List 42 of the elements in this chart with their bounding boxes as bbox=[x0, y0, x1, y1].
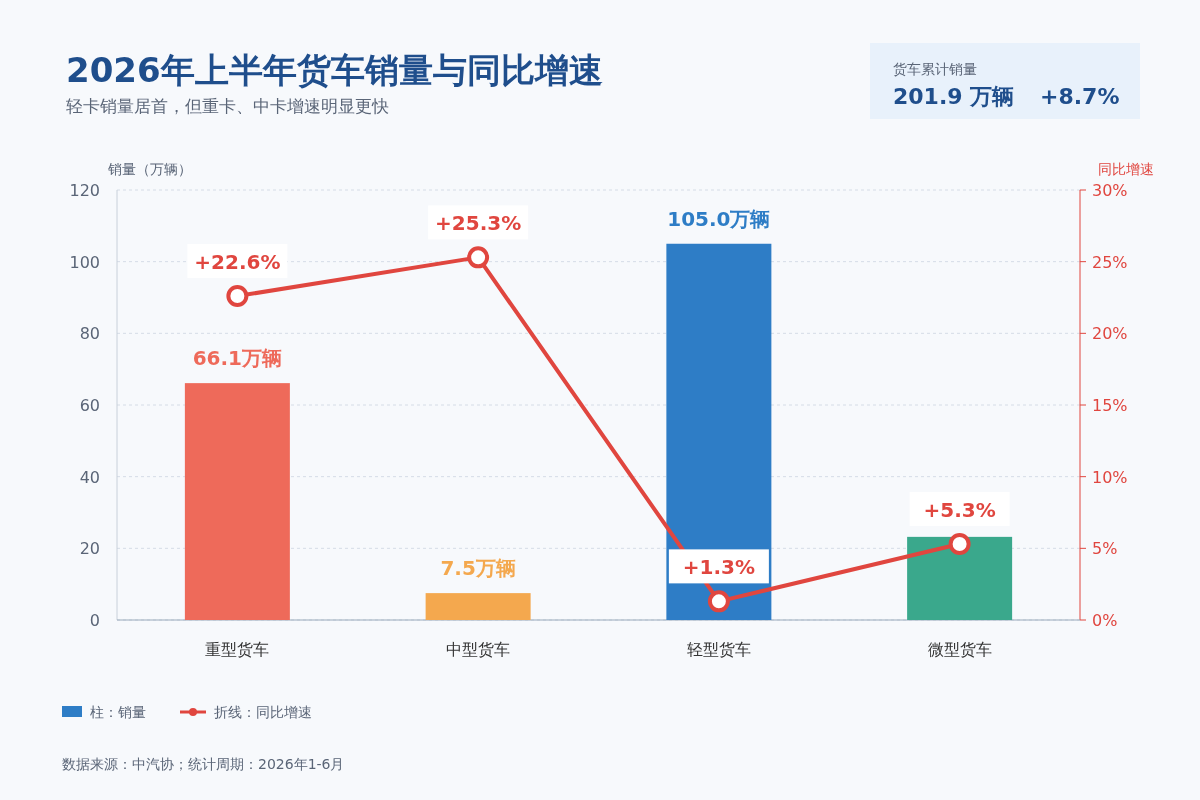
data-label: +1.3% bbox=[682, 555, 755, 580]
bar bbox=[907, 536, 1013, 620]
y-tick-label: 120 bbox=[69, 181, 100, 200]
y2-tick-label: 25% bbox=[1092, 252, 1128, 272]
chart-subtitle: 轻卡销量居首，但重卡、中卡增速明显更快 bbox=[66, 96, 389, 116]
point bbox=[226, 285, 249, 308]
legend-label: 柱：销量 bbox=[90, 704, 146, 720]
y2-axis-title: 同比增速 bbox=[1098, 161, 1154, 177]
y2-tick-label: 10% bbox=[1092, 467, 1128, 487]
y-tick-label: 80 bbox=[79, 324, 100, 344]
data-label: +22.6% bbox=[194, 250, 281, 275]
bar bbox=[425, 593, 531, 620]
text: +8.7% bbox=[1040, 84, 1120, 109]
y2-tick-label: 15% bbox=[1092, 396, 1128, 415]
data-label: +5.3% bbox=[923, 498, 996, 523]
y-axis-title: 销量（万辆） bbox=[107, 161, 192, 177]
x-tick-label: 中型货车 bbox=[446, 640, 511, 659]
point bbox=[948, 533, 971, 556]
legend-label: 折线：同比增速 bbox=[214, 704, 312, 720]
y2-tick-label: 30% bbox=[1092, 181, 1128, 200]
y-tick-label: 60 bbox=[79, 396, 100, 415]
point bbox=[707, 590, 730, 613]
y-tick-label: 40 bbox=[79, 467, 100, 487]
data-label: 66.1万辆 bbox=[192, 346, 283, 371]
source-note: 数据来源：中汽协；统计周期：2026年1-6月 bbox=[62, 756, 345, 772]
chart-title: 2026年上半年货车销量与同比增速 bbox=[66, 50, 603, 90]
point bbox=[467, 246, 490, 269]
x-tick-label: 重型货车 bbox=[205, 640, 270, 659]
y-tick-label: 20 bbox=[79, 539, 100, 559]
text: 201.9 万辆 bbox=[893, 84, 1015, 109]
data-label: 105.0万辆 bbox=[667, 206, 771, 231]
x-tick-label: 微型货车 bbox=[927, 640, 992, 659]
y-tick-label: 0 bbox=[89, 611, 100, 630]
data-label: +25.3% bbox=[435, 211, 522, 236]
y2-tick-label: 20% bbox=[1092, 324, 1128, 344]
data-label: 7.5万辆 bbox=[440, 556, 516, 581]
x-tick-label: 轻型货车 bbox=[686, 640, 751, 659]
text: 货车累计销量 bbox=[893, 61, 977, 77]
y2-tick-label: 0% bbox=[1092, 611, 1118, 630]
y-tick-label: 100 bbox=[69, 252, 100, 272]
y2-tick-label: 5% bbox=[1092, 539, 1118, 559]
bar bbox=[184, 383, 290, 620]
